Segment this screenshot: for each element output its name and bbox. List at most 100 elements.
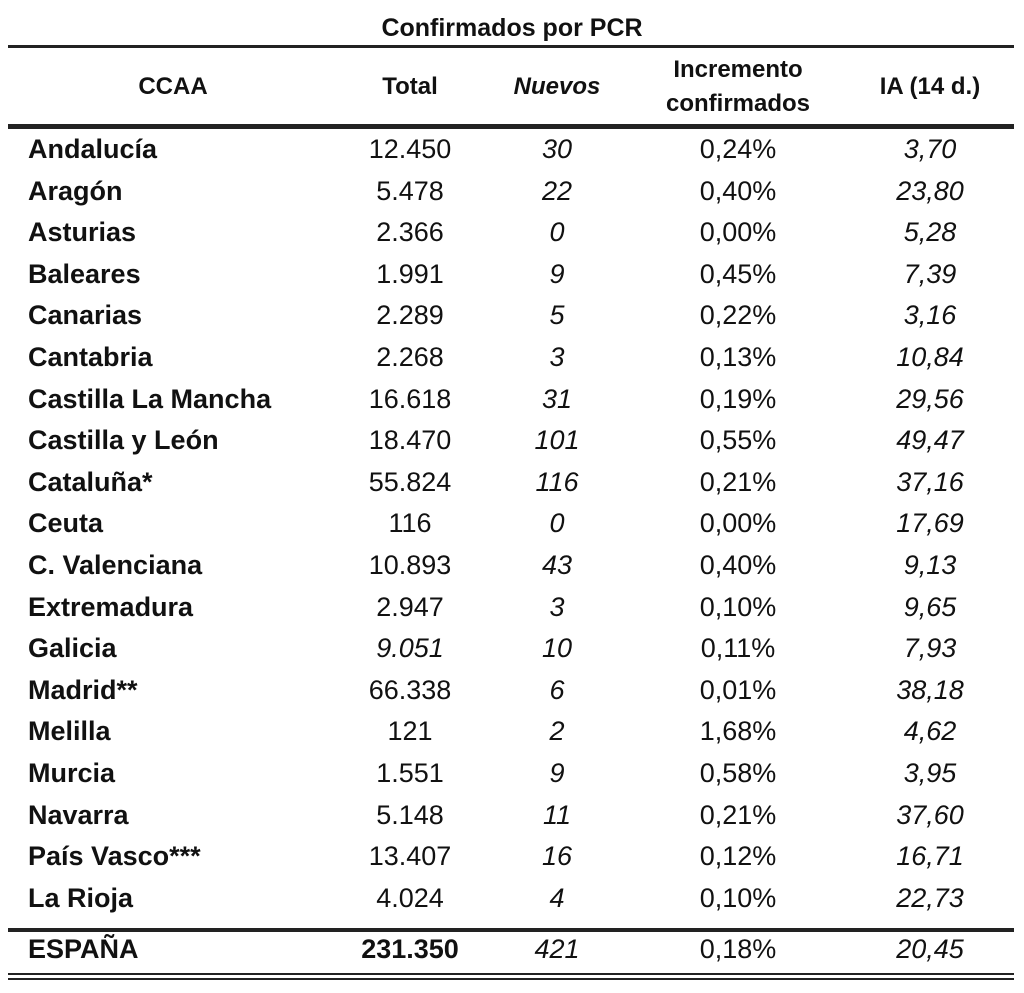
cell-ccaa: Castilla La Mancha: [28, 383, 272, 414]
header-rule: [8, 124, 1014, 129]
bottom-rule-1: [8, 973, 1014, 975]
cell-ia: 5,28: [903, 217, 957, 248]
cell-incremento: 0,22%: [699, 300, 777, 331]
cell-nuevos: 116: [535, 466, 579, 497]
cell-ccaa: País Vasco***: [28, 841, 201, 872]
cell-nuevos: 16: [541, 841, 573, 872]
table-row: Castilla La Mancha 16.618 31 0,19% 29,56: [0, 380, 1024, 422]
cell-ia: 17,69: [896, 508, 964, 539]
table-row: Andalucía 12.450 30 0,24% 3,70: [0, 130, 1024, 172]
cell-nuevos: 101: [534, 425, 580, 456]
cell-ccaa: Andalucía: [28, 134, 158, 164]
cell-ia: 9,65: [903, 591, 957, 622]
cell-ccaa: La Rioja: [28, 882, 134, 913]
cell-ia: 22,73: [896, 882, 964, 913]
table-row: Extremadura 2.947 3 0,10% 9,65: [0, 588, 1024, 630]
cell-ccaa: Castilla y León: [28, 425, 219, 456]
total-rule: [8, 928, 1014, 932]
cell-nuevos: 3: [549, 591, 565, 622]
cell-ia: 10,84: [896, 342, 964, 372]
cell-ccaa: Asturias: [28, 217, 137, 248]
cell-incremento: 0,01%: [699, 674, 777, 705]
cell-ccaa: Galicia: [28, 633, 117, 664]
cell-ccaa: Baleares: [28, 258, 141, 289]
table-row: Asturias 2.366 0 0,00% 5,28: [0, 213, 1024, 255]
table-row: Ceuta 116 0 0,00% 17,69: [0, 504, 1024, 546]
cell-incremento: 0,58%: [699, 758, 777, 788]
cell-ia: 29,56: [896, 383, 964, 414]
cell-ia: 9,13: [903, 550, 957, 580]
cell-incremento: 0,10%: [699, 591, 777, 622]
cell-ia: 16,71: [896, 841, 964, 872]
cell-ia: 7,39: [903, 258, 957, 289]
cell-nuevos: 4: [549, 882, 565, 913]
table-row: C. Valenciana 10.893 43 0,40% 9,13: [0, 546, 1024, 588]
cell-nuevos: 2: [549, 716, 565, 747]
cell-total: 55.824: [368, 466, 452, 497]
header-incremento: Incremento confirmados: [665, 56, 811, 117]
top-rule: [8, 45, 1014, 48]
cell-ccaa: Madrid**: [28, 674, 138, 705]
cell-ia: 3,16: [903, 300, 957, 331]
cell-nuevos: 6: [549, 674, 565, 705]
total-nuevos: 421: [534, 934, 580, 964]
cell-incremento: 0,11%: [700, 633, 776, 664]
cell-total: 9.051: [376, 633, 444, 664]
cell-total: 12.450: [368, 134, 452, 164]
cell-total: 16.618: [368, 383, 452, 414]
cell-ccaa: Navarra: [28, 799, 129, 830]
cell-incremento: 0,19%: [699, 383, 777, 414]
header-ia: IA (14 d.): [879, 73, 981, 100]
cell-incremento: 0,21%: [699, 799, 777, 830]
cell-total: 116: [388, 508, 432, 539]
cell-ia: 3,70: [903, 134, 957, 164]
table-row: Murcia 1.551 9 0,58% 3,95: [0, 754, 1024, 796]
cell-total: 10.893: [368, 550, 452, 580]
table-row: Canarias 2.289 5 0,22% 3,16: [0, 296, 1024, 338]
cell-nuevos: 43: [541, 550, 573, 580]
cell-ia: 23,80: [896, 175, 964, 206]
cell-incremento: 0,24%: [699, 134, 777, 164]
cell-ccaa: Murcia: [28, 758, 116, 788]
cell-nuevos: 11: [542, 799, 572, 830]
total-ia: 20,45: [896, 934, 964, 964]
cell-nuevos: 9: [549, 258, 565, 289]
table-row: Melilla 121 2 1,68% 4,62: [0, 712, 1024, 754]
table-row: Baleares 1.991 9 0,45% 7,39: [0, 255, 1024, 297]
cell-incremento: 0,45%: [699, 258, 777, 289]
table-row: Aragón 5.478 22 0,40% 23,80: [0, 172, 1024, 214]
cell-incremento: 0,00%: [699, 217, 777, 248]
cell-ccaa: C. Valenciana: [28, 550, 203, 580]
cell-incremento: 0,00%: [699, 508, 777, 539]
cell-total: 13.407: [368, 841, 452, 872]
cell-ia: 49,47: [896, 425, 964, 456]
cell-total: 5.478: [376, 175, 444, 206]
cell-ccaa: Canarias: [28, 300, 143, 331]
table-row: Cataluña* 55.824 116 0,21% 37,16: [0, 463, 1024, 505]
table-title: Confirmados por PCR: [381, 14, 643, 42]
cell-ccaa: Cataluña*: [28, 466, 153, 497]
cell-nuevos: 30: [541, 134, 573, 164]
total-ccaa: ESPAÑA: [28, 934, 139, 964]
cell-nuevos: 0: [549, 217, 565, 248]
cell-ia: 3,95: [903, 758, 957, 788]
table-row: País Vasco*** 13.407 16 0,12% 16,71: [0, 837, 1024, 879]
cell-incremento: 1,68%: [699, 716, 777, 747]
cell-total: 66.338: [368, 674, 452, 705]
cell-incremento: 0,10%: [699, 882, 777, 913]
table-row: Madrid** 66.338 6 0,01% 38,18: [0, 671, 1024, 713]
cell-incremento: 0,40%: [699, 550, 777, 580]
cell-total: 5.148: [376, 799, 444, 830]
cell-total: 18.470: [368, 425, 452, 456]
cell-ia: 37,60: [896, 799, 964, 830]
cell-total: 1.991: [376, 258, 444, 289]
cell-nuevos: 22: [541, 175, 573, 206]
bottom-rule-2: [8, 978, 1014, 980]
cell-nuevos: 9: [549, 758, 565, 788]
total-incremento: 0,18%: [699, 934, 777, 964]
cell-incremento: 0,40%: [699, 175, 777, 206]
cell-nuevos: 0: [549, 508, 565, 539]
table-row: Galicia 9.051 10 0,11% 7,93: [0, 629, 1024, 671]
cell-total: 2.366: [376, 217, 444, 248]
table-row: Castilla y León 18.470 101 0,55% 49,47: [0, 421, 1024, 463]
